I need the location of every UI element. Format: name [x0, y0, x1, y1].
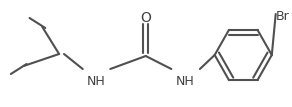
Text: NH: NH [176, 75, 194, 88]
Text: Br: Br [276, 10, 289, 23]
Text: O: O [140, 11, 151, 25]
Text: NH: NH [87, 75, 106, 88]
